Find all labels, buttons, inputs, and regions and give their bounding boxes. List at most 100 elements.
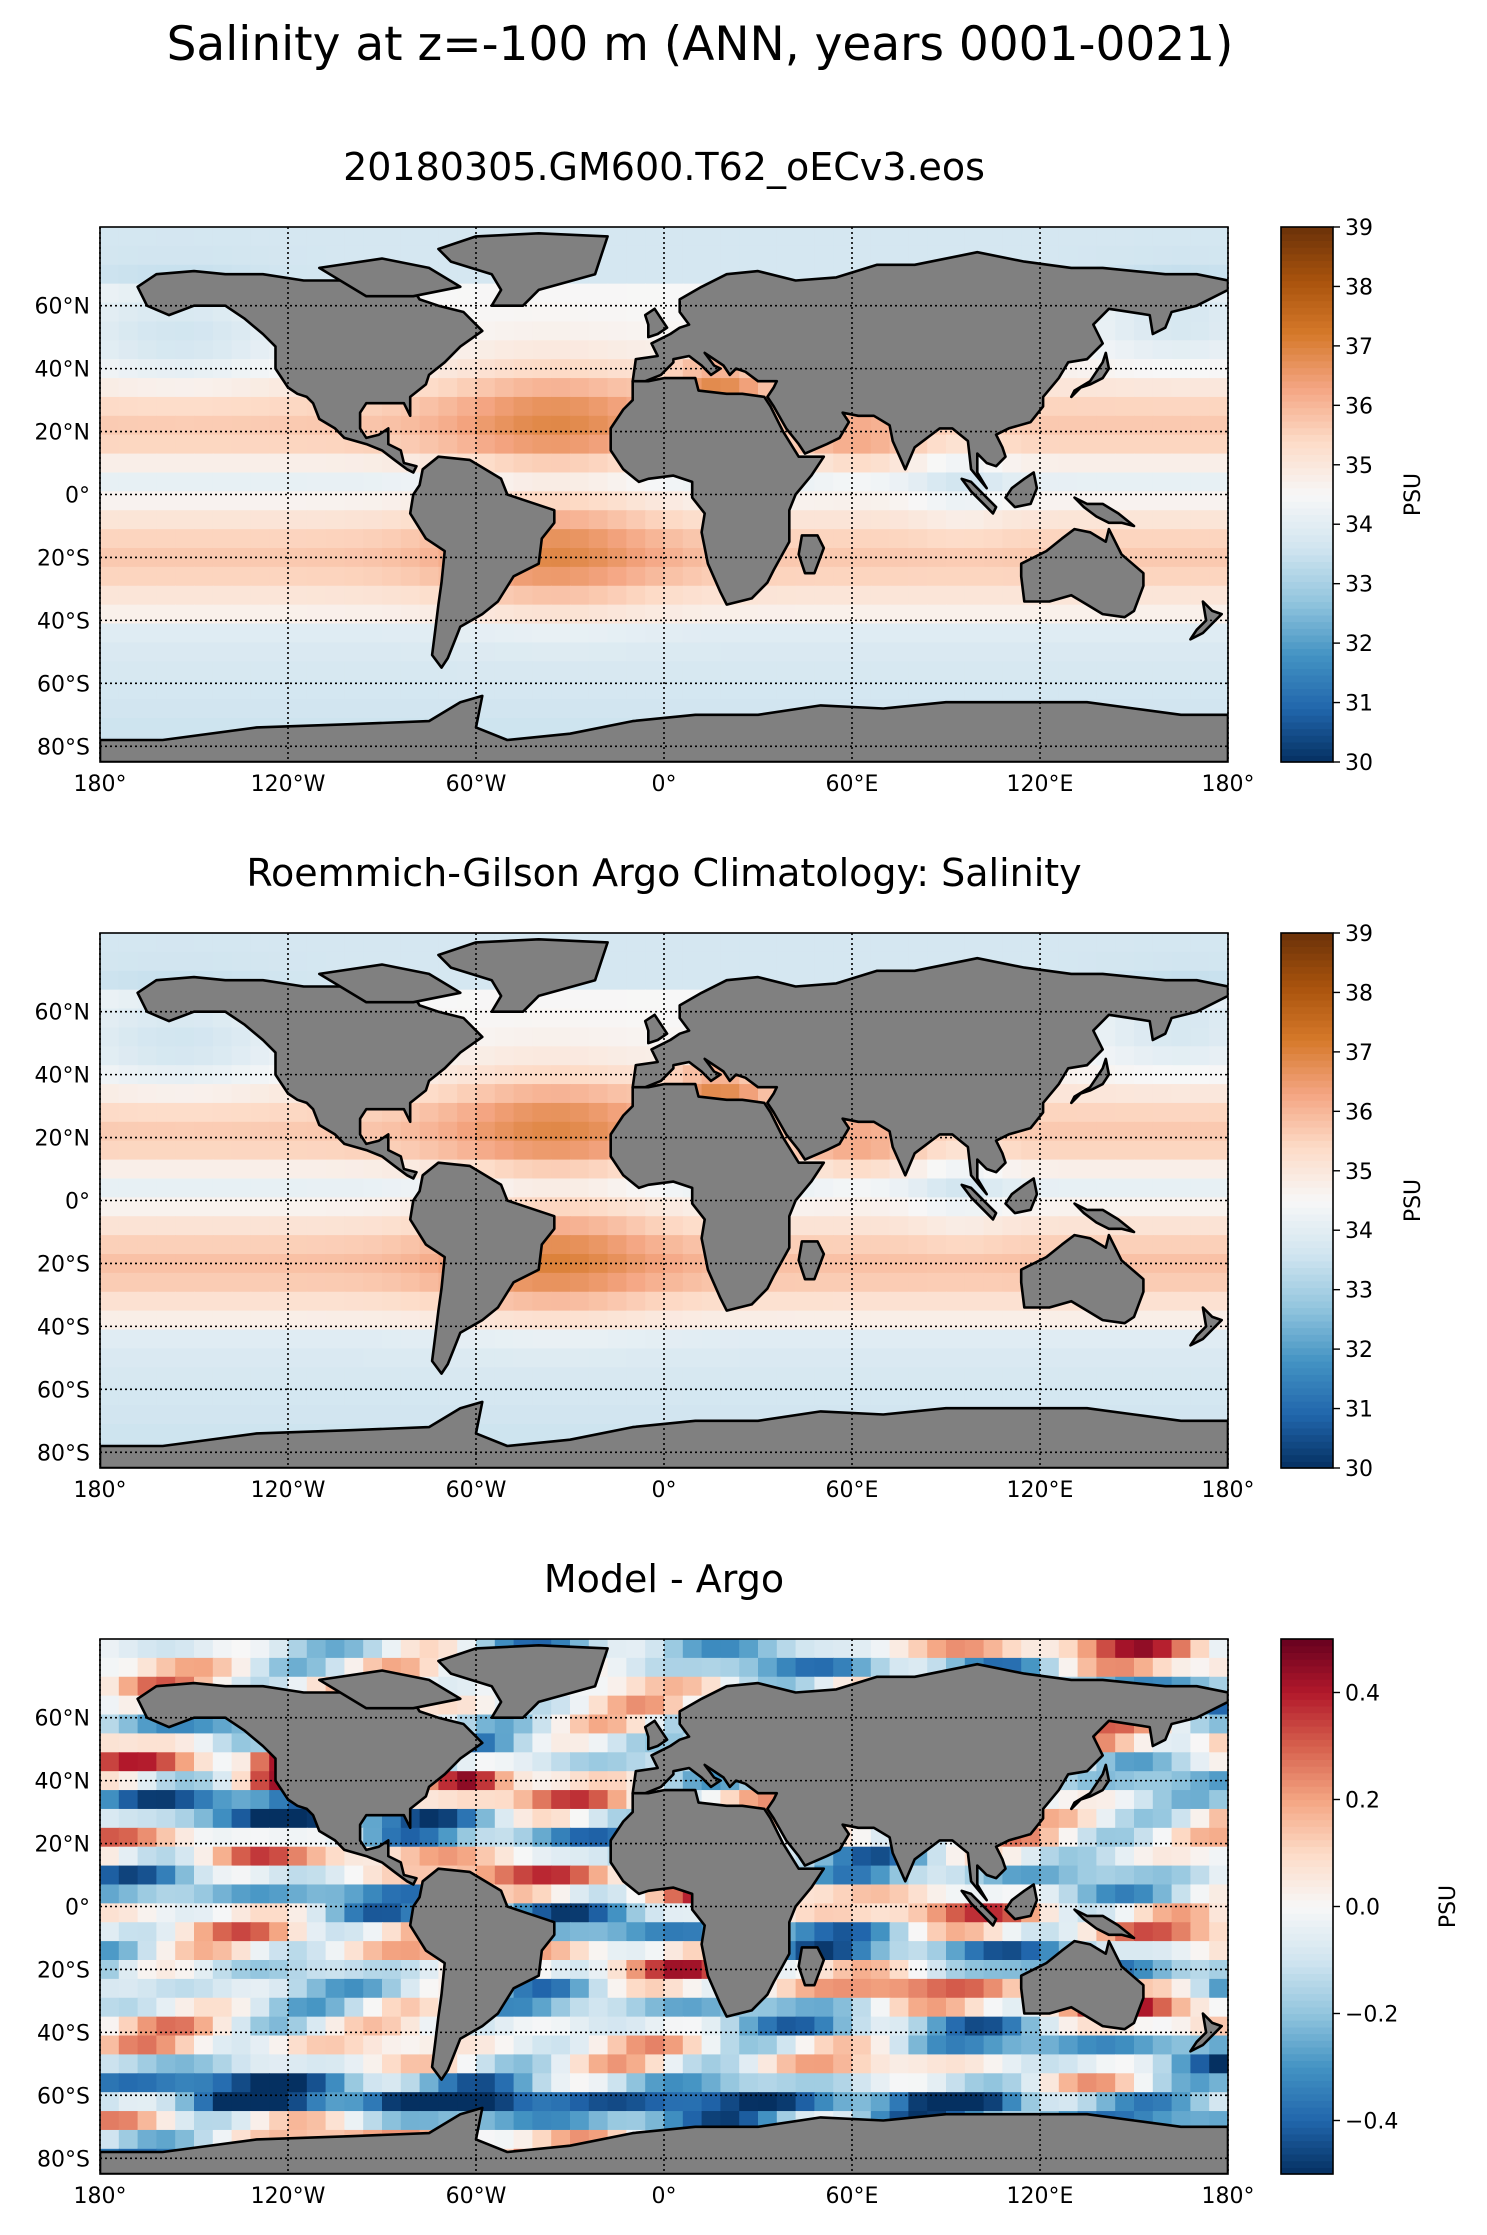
field-cell <box>306 642 327 663</box>
field-cell <box>570 1197 590 1218</box>
field-cell <box>476 680 496 700</box>
field-cell <box>513 1846 534 1867</box>
colorbar-segment <box>1281 441 1333 449</box>
field-cell <box>194 1121 214 1142</box>
field-cell <box>626 302 646 323</box>
field-cell <box>1002 453 1022 474</box>
field-cell <box>626 340 646 360</box>
field-cell <box>212 604 233 625</box>
field-cell <box>194 1084 214 1104</box>
field-cell <box>137 1386 158 1406</box>
field-cell <box>100 264 120 285</box>
field-cell <box>607 1008 628 1029</box>
field-cell <box>889 529 910 549</box>
field-cell <box>118 378 139 398</box>
field-cell <box>814 1291 834 1312</box>
field-cell <box>1209 1027 1228 1048</box>
field-cell <box>175 1027 195 1048</box>
field-cell <box>382 1348 402 1369</box>
field-cell <box>701 951 722 972</box>
field-cell <box>156 1922 176 1942</box>
field-cell <box>175 1102 195 1123</box>
field-cell <box>476 1348 496 1369</box>
field-cell <box>269 472 289 493</box>
field-cell <box>664 970 684 991</box>
field-cell <box>476 1367 496 1387</box>
field-cell <box>551 1386 571 1406</box>
field-cell <box>400 1405 421 1425</box>
field-cell <box>137 585 158 606</box>
field-cell <box>400 472 421 493</box>
colorbar-segment <box>1281 1260 1333 1268</box>
field-cell <box>1209 1639 1228 1659</box>
colorbar-frame <box>1280 226 1334 763</box>
field-cell <box>194 1254 214 1274</box>
field-cell <box>1190 1714 1210 1735</box>
colorbar-segment <box>1281 979 1333 988</box>
coastline <box>1004 471 1039 509</box>
field-cell <box>852 1329 872 1350</box>
field-cell <box>212 491 233 512</box>
field-cell <box>551 1865 571 1886</box>
field-cell <box>1058 1846 1079 1867</box>
field-cell <box>118 359 139 379</box>
field-cell <box>476 1084 496 1104</box>
field-cell <box>1058 680 1079 700</box>
field-cell <box>607 970 628 991</box>
field-cell <box>137 1865 158 1886</box>
field-cell <box>983 529 1004 549</box>
field-cell <box>288 1367 308 1387</box>
field-cell <box>908 566 928 587</box>
field-cell <box>1190 1733 1210 1754</box>
field-cell <box>137 1291 158 1312</box>
field-cell <box>400 434 421 455</box>
colorbar-segment <box>1281 414 1333 422</box>
field-cell <box>551 1084 571 1104</box>
field-cell <box>682 1676 703 1697</box>
field-cell <box>1209 1216 1228 1236</box>
field-cell <box>795 661 816 681</box>
field-cell <box>1152 1657 1173 1678</box>
field-cell <box>607 548 628 568</box>
field-cell <box>288 933 308 953</box>
field-cell <box>1077 453 1098 474</box>
field-cell <box>175 1922 195 1942</box>
colorbar-segment <box>1281 360 1333 369</box>
field-cell <box>175 699 195 719</box>
field-cell <box>833 1254 853 1274</box>
field-cell <box>137 1367 158 1387</box>
field-cell <box>513 1865 534 1886</box>
field-cell <box>927 1348 947 1369</box>
field-cell <box>306 1884 327 1905</box>
field-cell <box>964 529 985 549</box>
field-cell <box>250 510 270 530</box>
colorbar-segment <box>1281 1213 1333 1222</box>
field-cell <box>156 2016 176 2037</box>
field-cell <box>946 1997 966 2018</box>
field-cell <box>382 510 402 530</box>
field-cell <box>927 1941 947 1961</box>
field-cell <box>551 1827 571 1848</box>
field-cell <box>551 1941 571 1961</box>
colorbar-segment <box>1281 1414 1333 1422</box>
field-cell <box>588 472 609 493</box>
field-cell <box>419 1102 440 1123</box>
field-cell <box>1115 396 1135 417</box>
field-cell <box>1190 1197 1210 1218</box>
field-cell <box>137 717 158 738</box>
field-cell <box>100 1790 120 1810</box>
field-cell <box>570 604 590 625</box>
field-cell <box>194 2016 214 2037</box>
field-cell <box>645 933 665 953</box>
field-cell <box>1115 1903 1135 1924</box>
field-cell <box>607 1752 628 1772</box>
field-cell <box>457 359 477 379</box>
colorbar-segment <box>1281 634 1333 643</box>
field-cell <box>607 680 628 700</box>
field-cell <box>852 1367 872 1387</box>
field-cell <box>1171 227 1192 247</box>
field-cell <box>212 1178 233 1199</box>
field-cell <box>833 951 853 972</box>
field-cell <box>551 1121 571 1142</box>
field-cell <box>344 933 364 953</box>
